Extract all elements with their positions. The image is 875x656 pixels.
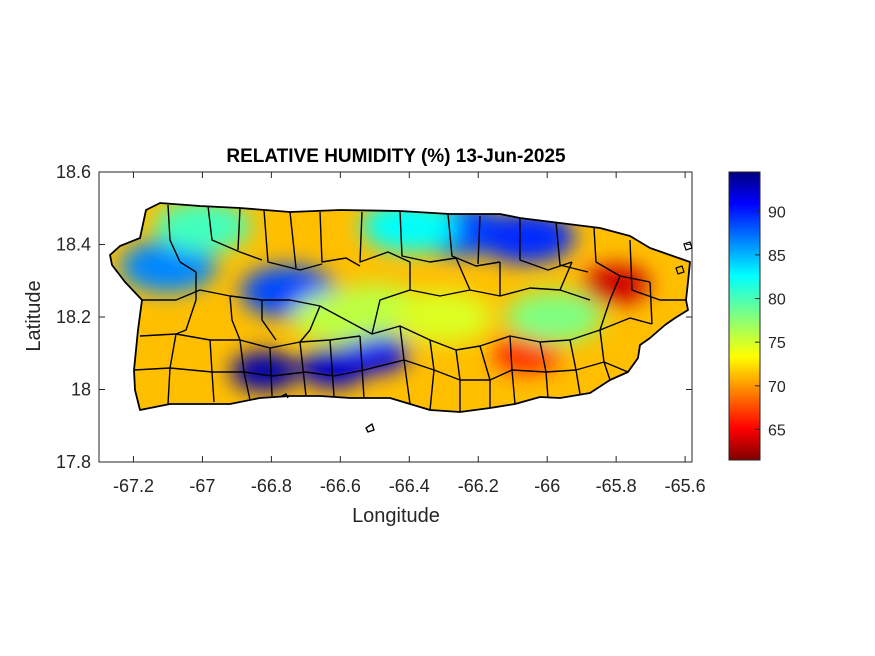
colorbar-ticks: 65 70 75 80 85 90 bbox=[755, 204, 786, 439]
x-tick-label: -65.8 bbox=[596, 476, 637, 496]
humidity-field bbox=[110, 203, 690, 412]
y-axis-ticks: 17.8 18 18.2 18.4 18.6 bbox=[56, 162, 692, 472]
humidity-hotspot bbox=[478, 211, 575, 264]
colorbar-tick-label: 90 bbox=[768, 204, 786, 221]
humidity-hotspot bbox=[492, 333, 561, 374]
y-axis-label: Latitude bbox=[23, 280, 45, 351]
humidity-hotspot bbox=[230, 351, 299, 392]
x-axis-ticks: -67.2 -67 -66.8 -66.6 -66.4 -66.2 -66 -65.8 -65.… bbox=[113, 172, 706, 496]
x-axis-label: Longitude bbox=[352, 505, 440, 527]
x-tick-label: -65.6 bbox=[665, 476, 706, 496]
colorbar-tick-label: 75 bbox=[768, 335, 786, 352]
colorbar-tick-label: 70 bbox=[768, 379, 786, 396]
colorbar bbox=[728, 171, 761, 461]
offshore-islets bbox=[675, 241, 693, 275]
x-tick-label: -67 bbox=[189, 476, 215, 496]
x-tick-label: -66.6 bbox=[320, 476, 361, 496]
humidity-hotspot bbox=[154, 203, 251, 253]
humidity-hotspot bbox=[395, 291, 492, 343]
x-tick-label: -66.8 bbox=[251, 476, 292, 496]
x-tick-label: -66 bbox=[534, 476, 560, 496]
humidity-hotspot bbox=[506, 291, 603, 343]
y-tick-label: 17.8 bbox=[56, 452, 91, 472]
y-tick-label: 18.2 bbox=[56, 307, 91, 327]
y-tick-label: 18.6 bbox=[56, 162, 91, 182]
y-tick-label: 18 bbox=[71, 380, 91, 400]
x-tick-label: -66.4 bbox=[389, 476, 430, 496]
humidity-hotspot bbox=[119, 240, 216, 293]
chart-title: RELATIVE HUMIDITY (%) 13-Jun-2025 bbox=[226, 146, 566, 167]
colorbar-tick-label: 65 bbox=[768, 422, 786, 439]
y-tick-label: 18.4 bbox=[56, 235, 91, 255]
colorbar-tick-label: 85 bbox=[768, 248, 786, 265]
municipality-boundaries bbox=[109, 202, 691, 433]
colorbar-tick-label: 80 bbox=[768, 292, 786, 309]
x-tick-label: -67.2 bbox=[113, 476, 154, 496]
x-tick-label: -66.2 bbox=[458, 476, 499, 496]
